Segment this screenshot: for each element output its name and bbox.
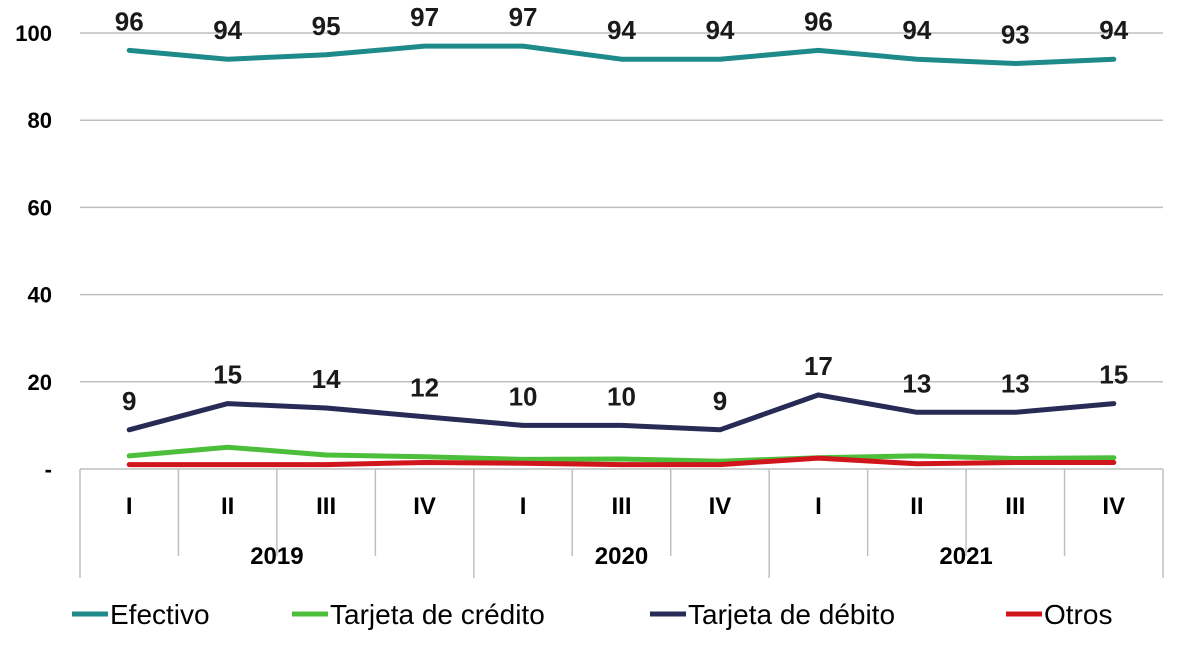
data-label: 94: [902, 15, 931, 45]
x-tick-label: I: [126, 493, 133, 520]
series-lines: [126, 43, 1117, 468]
x-tick-label: IV: [413, 493, 436, 520]
legend-label: Otros: [1044, 599, 1112, 630]
data-label: 15: [1099, 360, 1128, 390]
gridlines: [80, 32, 1163, 383]
x-tick-label: III: [1005, 493, 1025, 520]
y-tick-label: 60: [28, 195, 52, 220]
legend: Efectivo Tarjeta de crédito Tarjeta de déb…: [72, 599, 1112, 630]
data-label: 13: [1001, 368, 1030, 398]
data-label: 9: [122, 386, 136, 416]
y-tick-label: 100: [15, 21, 52, 46]
x-group-label: 2019: [250, 543, 303, 570]
y-tick-label: -: [45, 457, 52, 482]
data-label: 97: [410, 2, 439, 32]
x-tick-label: I: [815, 493, 822, 520]
data-label: 14: [312, 364, 341, 394]
series-line-efectivo: [126, 43, 1117, 66]
data-label: 94: [1099, 15, 1128, 45]
data-label: 12: [410, 373, 439, 403]
legend-label: Efectivo: [110, 599, 210, 630]
y-tick-label: 40: [28, 283, 52, 308]
legend-label: Tarjeta de crédito: [330, 599, 545, 630]
data-label: 17: [804, 351, 833, 381]
x-tick-label: IV: [709, 493, 732, 520]
data-labels: 96 94 95 97 97 94 94 96 94 93 94 9 15 14 12 10 10 9 17 13 13…: [115, 2, 1129, 416]
x-tick-label: III: [316, 493, 336, 520]
x-tick-label: II: [221, 493, 234, 520]
y-axis: - 20 40 60 80 100: [15, 21, 52, 482]
data-label: 9: [713, 386, 727, 416]
legend-label: Tarjeta de débito: [688, 599, 895, 630]
data-label: 94: [607, 15, 636, 45]
x-group-label: 2021: [939, 543, 992, 570]
y-tick-label: 80: [28, 108, 52, 133]
data-label: 10: [509, 381, 538, 411]
data-label: 93: [1001, 20, 1030, 50]
y-tick-label: 20: [28, 370, 52, 395]
data-label: 15: [213, 360, 242, 390]
data-label: 10: [607, 381, 636, 411]
series-line-tarjeta-de-cr-dito: [126, 444, 1117, 464]
data-label: 94: [705, 15, 734, 45]
x-tick-label: I: [520, 493, 527, 520]
data-label: 96: [115, 6, 144, 36]
x-group-label: 2020: [595, 543, 648, 570]
data-label: 13: [902, 368, 931, 398]
data-label: 97: [509, 2, 538, 32]
x-tick-label: III: [611, 493, 631, 520]
data-label: 96: [804, 6, 833, 36]
data-label: 95: [312, 11, 341, 41]
x-tick-label: II: [910, 493, 923, 520]
data-label: 94: [213, 15, 242, 45]
x-tick-label: IV: [1102, 493, 1125, 520]
